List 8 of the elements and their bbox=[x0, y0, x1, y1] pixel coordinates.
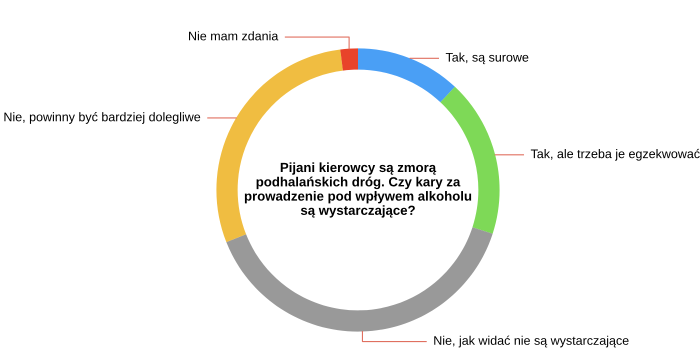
slice-label: Tak, ale trzeba je egzekwować bbox=[530, 148, 700, 161]
slice-label: Nie, jak widać nie są wystarczające bbox=[434, 336, 629, 348]
donut-slice bbox=[340, 48, 358, 71]
donut-slice bbox=[226, 227, 493, 332]
slice-label: Nie, powinny być bardziej dolegliwe bbox=[4, 112, 200, 124]
slice-label: Nie mam zdania bbox=[189, 31, 278, 40]
slice-label: Tak, są surowe bbox=[446, 52, 528, 64]
text: Pijani kierowcy są zmorą podhalańskich dróg. Czy kary za prowadzenie pod wpływem alkoholu są wystarczające? bbox=[244, 162, 472, 218]
